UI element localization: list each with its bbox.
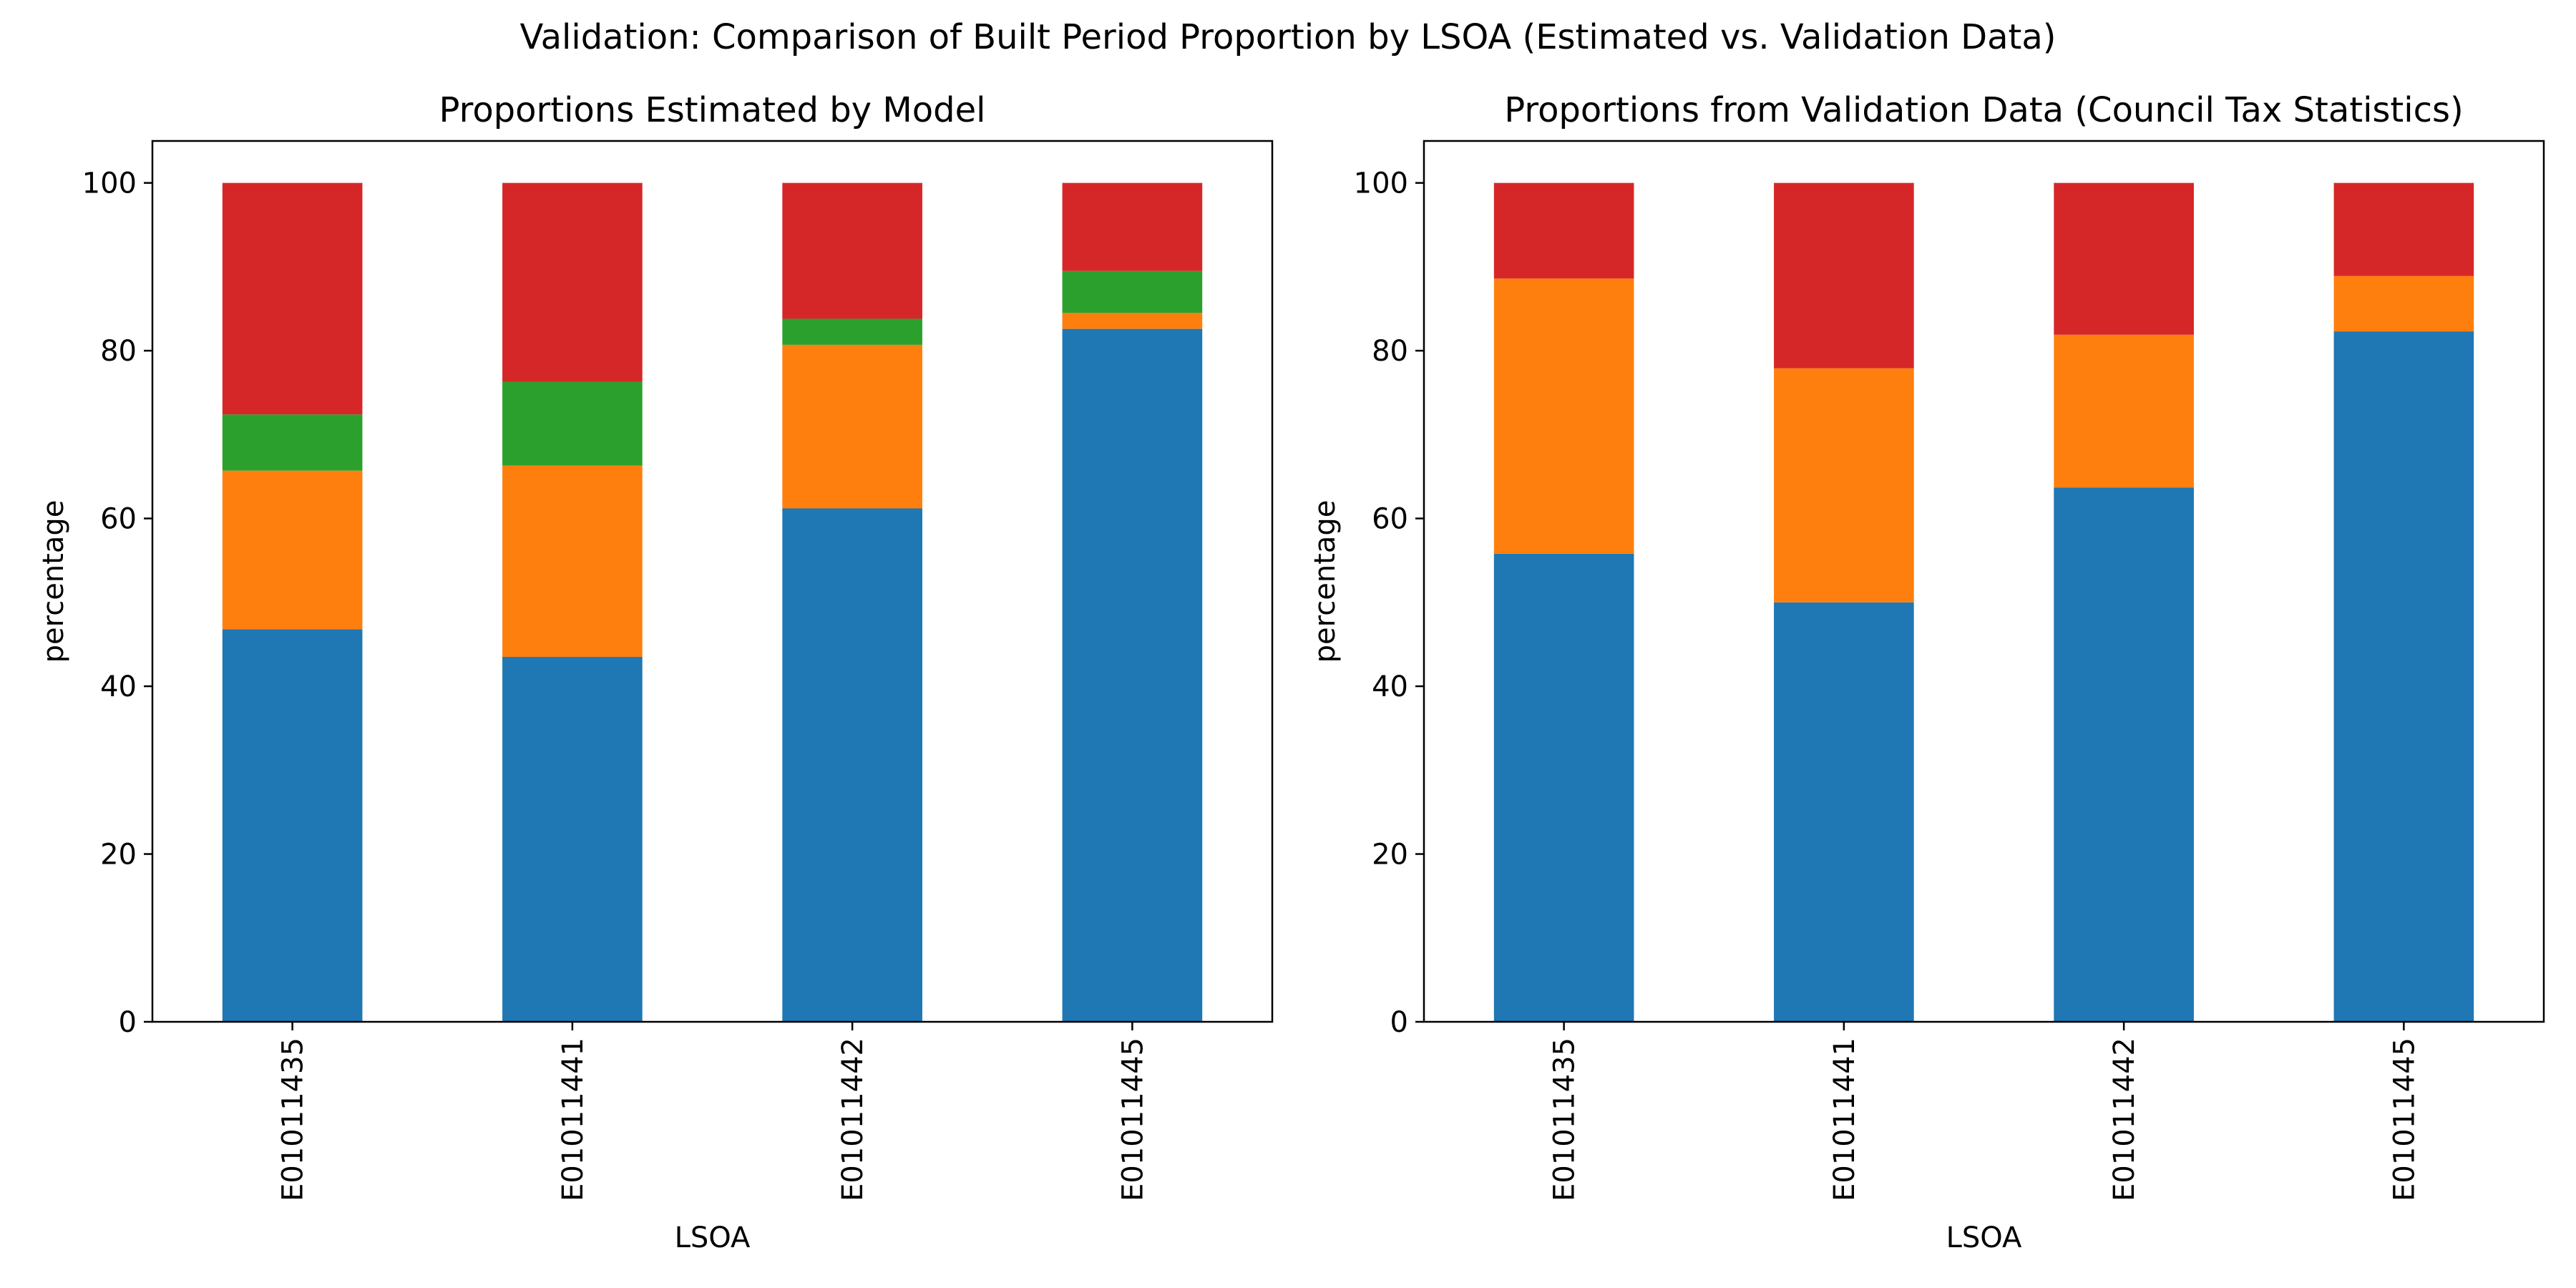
- bar-segment: [502, 182, 643, 382]
- y-tick-label: 60: [1372, 503, 1408, 536]
- plot-frame: [1423, 140, 2545, 1023]
- bar-segment: [222, 629, 363, 1022]
- y-tick-label: 60: [100, 503, 137, 536]
- bar-segment: [222, 470, 363, 630]
- x-tick-label: E01011445: [1116, 1038, 1149, 1201]
- bar-segment: [1774, 368, 1914, 602]
- bar-segment: [782, 318, 922, 345]
- x-axis-label: LSOA: [1946, 1221, 2022, 1254]
- chart-panel-1: 0 20 40 60 80 100 E01011435 E01011441 E01011442 E…: [37, 90, 1274, 1254]
- bar-segment: [502, 381, 643, 466]
- y-tick-label: 0: [119, 1006, 137, 1039]
- bar-segment: [222, 414, 363, 471]
- bar-segment: [502, 465, 643, 658]
- y-tick-label: 40: [100, 670, 137, 703]
- charts-layer: 0 20 40 60 80 100 E01011435 E01011441 E01011442 E…: [37, 90, 2545, 1254]
- y-tick-label: 0: [1390, 1006, 1408, 1039]
- y-axis-label: percentage: [1309, 500, 1342, 663]
- bar-segment: [2054, 334, 2194, 488]
- y-tick-label: 20: [100, 839, 137, 872]
- bar-segment: [782, 344, 922, 509]
- x-tick-label: E01011435: [277, 1038, 310, 1201]
- y-tick-label: 100: [1354, 167, 1408, 200]
- x-tick-label: E01011442: [836, 1038, 869, 1201]
- bar-segment: [502, 657, 643, 1022]
- x-tick-label: E01011441: [1828, 1038, 1861, 1201]
- bar-segment: [2333, 275, 2474, 332]
- bar-segment: [1493, 278, 1634, 554]
- y-axis-label: percentage: [37, 500, 70, 663]
- x-tick-label: E01011442: [2108, 1038, 2141, 1201]
- bar-segment: [1062, 313, 1203, 329]
- bar-segment: [1062, 270, 1203, 313]
- chart-panel-2: 0 20 40 60 80 100 E01011435 E01011441 E01011442 E…: [1309, 90, 2545, 1254]
- y-tick-label: 100: [82, 167, 137, 200]
- bar-segment: [782, 508, 922, 1022]
- figure-suptitle: Validation: Comparison of Built Period P…: [520, 17, 2057, 57]
- x-axis-label: LSOA: [675, 1221, 751, 1254]
- bar-segment: [782, 182, 922, 319]
- y-tick-label: 20: [1372, 839, 1408, 872]
- bar-segment: [1774, 602, 1914, 1022]
- bar-segment: [222, 182, 363, 415]
- bar-segment: [1493, 182, 1634, 279]
- bar-segment: [2333, 331, 2474, 1022]
- y-tick-label: 40: [1372, 670, 1408, 703]
- bar-segment: [1493, 553, 1634, 1022]
- x-tick-label: E01011435: [1548, 1038, 1581, 1201]
- bar-segment: [2054, 487, 2194, 1022]
- bar-segment: [1062, 182, 1203, 271]
- y-tick-label: 80: [100, 335, 137, 368]
- plot-frame: [151, 140, 1274, 1023]
- x-tick-label: E01011441: [557, 1038, 590, 1201]
- bar-segment: [2054, 182, 2194, 335]
- y-tick-label: 80: [1372, 335, 1408, 368]
- x-tick-label: E01011445: [2388, 1038, 2421, 1201]
- chart-title: Proportions Estimated by Model: [439, 90, 986, 130]
- chart-title: Proportions from Validation Data (Counci…: [1504, 90, 2463, 130]
- bar-segment: [2333, 182, 2474, 276]
- bar-segment: [1774, 182, 1914, 369]
- bar-segment: [1062, 328, 1203, 1022]
